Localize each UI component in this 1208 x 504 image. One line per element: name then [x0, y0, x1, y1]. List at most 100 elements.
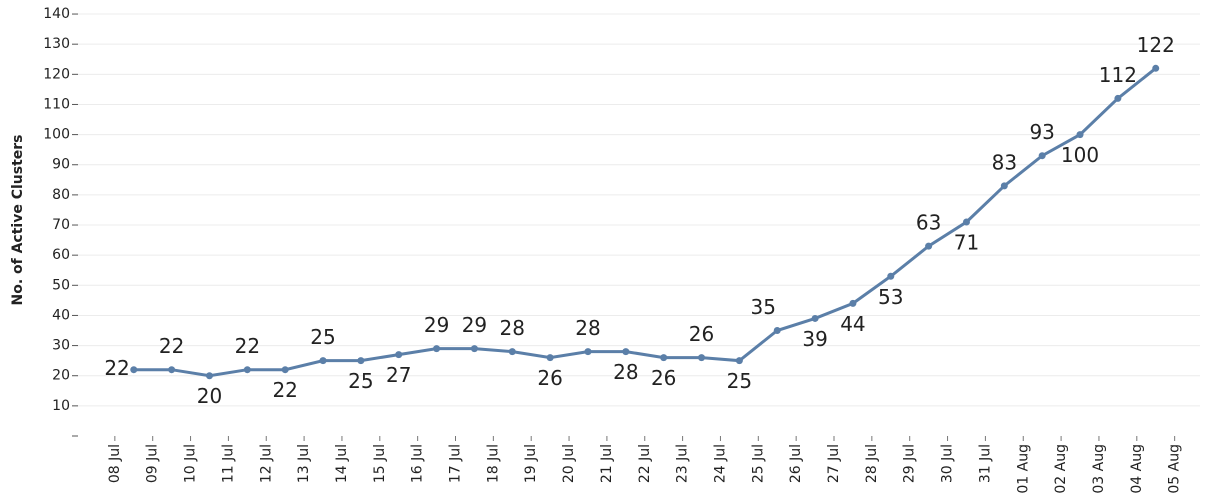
- point: [698, 354, 706, 362]
- point: [735, 357, 743, 365]
- x-tick-label: 02 Aug: [1053, 444, 1069, 494]
- point: [470, 345, 478, 353]
- y-tick-label: 100: [43, 127, 70, 143]
- data-label: 112: [1099, 63, 1137, 87]
- point: [168, 366, 176, 374]
- point: [1114, 94, 1122, 102]
- point: [205, 372, 213, 380]
- data-label: 28: [500, 316, 525, 340]
- data-label: 28: [613, 360, 638, 384]
- data-label: 53: [878, 285, 903, 309]
- y-tick-label: 110: [43, 96, 70, 112]
- point: [584, 348, 592, 356]
- data-label: 83: [992, 150, 1017, 174]
- y-tick-label: 130: [43, 36, 70, 52]
- point: [281, 366, 289, 374]
- x-tick-label: 12 Jul: [258, 444, 274, 483]
- point: [811, 314, 819, 322]
- x-tick-label: 25 Jul: [750, 444, 766, 483]
- x-tick-label: 15 Jul: [372, 444, 388, 483]
- x-tick-label: 04 Aug: [1129, 444, 1145, 494]
- x-tick-label: 31 Jul: [977, 444, 993, 483]
- data-label: 122: [1137, 33, 1175, 57]
- x-tick-label: 24 Jul: [712, 444, 728, 483]
- data-label: 22: [159, 334, 184, 358]
- point: [395, 351, 403, 359]
- point: [357, 357, 365, 365]
- data-label: 26: [537, 366, 562, 390]
- data-label: 71: [954, 231, 979, 255]
- y-tick-label: 50: [52, 277, 70, 293]
- line: [133, 67, 1157, 378]
- x-tick-label: 11 Jul: [220, 444, 236, 483]
- point: [1152, 64, 1160, 72]
- data-label: 100: [1061, 143, 1099, 167]
- data-label: 22: [272, 378, 297, 402]
- data-label: 35: [750, 295, 775, 319]
- x-tick-label: 30 Jul: [940, 444, 956, 483]
- x-tick-label: 03 Aug: [1091, 444, 1107, 494]
- x-tick-label: 08 Jul: [107, 444, 123, 483]
- x-tick-label: 18 Jul: [485, 444, 501, 483]
- data-label: 44: [840, 312, 865, 336]
- point: [508, 348, 516, 356]
- point: [433, 345, 441, 353]
- point: [319, 357, 327, 365]
- y-tick-label: 90: [52, 157, 70, 173]
- point: [962, 218, 970, 226]
- data-label: 25: [310, 325, 335, 349]
- y-tick-label: 80: [52, 187, 70, 203]
- data-label: 22: [104, 356, 129, 380]
- data-label: 28: [575, 316, 600, 340]
- data-label: 22: [235, 334, 260, 358]
- y-tick-label: 70: [52, 217, 70, 233]
- x-tick-label: 13 Jul: [296, 444, 312, 483]
- point: [1076, 131, 1084, 139]
- y-tick-label: 140: [43, 6, 70, 22]
- point: [887, 272, 895, 280]
- data-label: 29: [424, 313, 449, 337]
- point: [243, 366, 251, 374]
- point: [660, 354, 668, 362]
- x-tick-label: 22 Jul: [637, 444, 653, 483]
- y-tick-label: 20: [52, 368, 70, 384]
- point: [1038, 152, 1046, 160]
- x-tick-label: 17 Jul: [448, 444, 464, 483]
- x-tick-label: 10 Jul: [183, 444, 199, 483]
- x-tick-label: 05 Aug: [1167, 444, 1183, 494]
- y-tick-label: 30: [52, 338, 70, 354]
- point: [1000, 182, 1008, 190]
- data-label: 25: [727, 369, 752, 393]
- data-label: 39: [802, 327, 827, 351]
- data-label: 93: [1029, 120, 1054, 144]
- data-label: 63: [916, 211, 941, 235]
- point: [849, 299, 857, 307]
- point: [925, 242, 933, 250]
- y-axis-title: No. of Active Clusters: [10, 134, 26, 305]
- data-label: 25: [348, 369, 373, 393]
- data-label: 26: [651, 366, 676, 390]
- x-tick-label: 27 Jul: [826, 444, 842, 483]
- x-tick-label: 09 Jul: [145, 444, 161, 483]
- x-tick-label: 19 Jul: [523, 444, 539, 483]
- point: [773, 327, 781, 335]
- point: [130, 366, 138, 374]
- y-tick-label: 60: [52, 247, 70, 263]
- x-tick-label: 16 Jul: [410, 444, 426, 483]
- x-tick-label: 26 Jul: [788, 444, 804, 483]
- x-tick-label: 21 Jul: [599, 444, 615, 483]
- y-tick-label: 10: [52, 398, 70, 414]
- data-label: 26: [689, 322, 714, 346]
- point: [546, 354, 554, 362]
- data-label: 27: [386, 363, 411, 387]
- x-tick-label: 20 Jul: [561, 444, 577, 483]
- x-tick-label: 29 Jul: [902, 444, 918, 483]
- x-tick-label: 14 Jul: [334, 444, 350, 483]
- point: [622, 348, 630, 356]
- y-tick-label: 120: [43, 66, 70, 82]
- data-label: 20: [197, 384, 222, 408]
- x-tick-label: 23 Jul: [675, 444, 691, 483]
- y-tick-label: 40: [52, 307, 70, 323]
- data-label: 29: [462, 313, 487, 337]
